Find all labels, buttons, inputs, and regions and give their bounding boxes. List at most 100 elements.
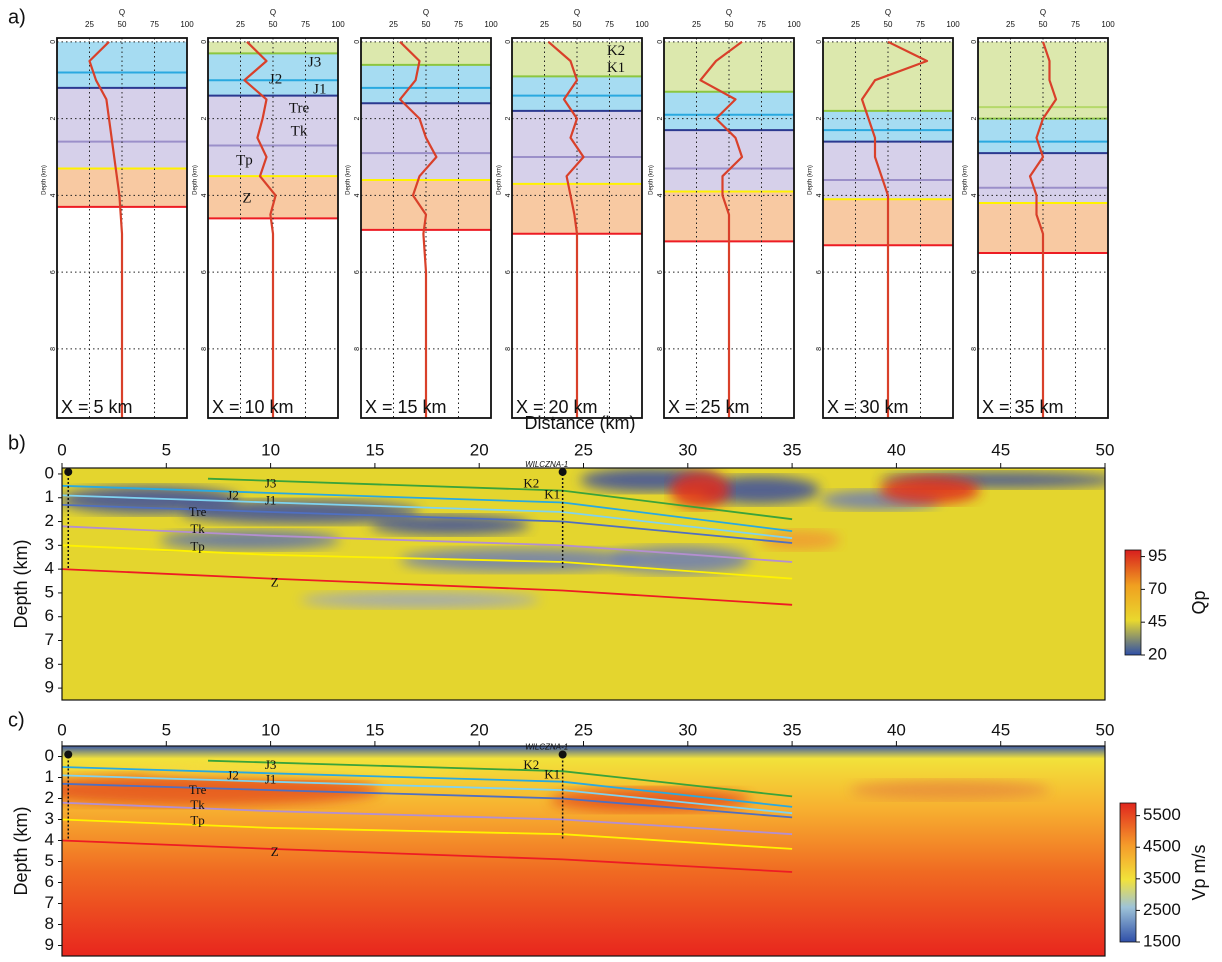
model-anomaly [760, 530, 840, 550]
x-tick-label: 75 [605, 20, 614, 29]
horizon-label: K2 [607, 43, 625, 59]
x-tick-label: 20 [470, 440, 489, 459]
y-tick-label: 1 [45, 487, 54, 506]
q-profile-line [243, 41, 277, 418]
y-tick-label: 0 [505, 40, 512, 44]
model-image [62, 746, 1105, 956]
y-tick-label: 4 [45, 830, 54, 849]
y-tick-label: 4 [816, 193, 823, 197]
x-axis-label: Q [885, 8, 891, 17]
x-tick-label: 25 [574, 440, 593, 459]
profile-panel: 25 50 75 100 0 2 4 6 8 Q Depth (km) X = 5 km [42, 8, 194, 419]
well-head [558, 467, 567, 476]
x-tick-label: 75 [301, 20, 310, 29]
model-anomaly [850, 780, 1050, 800]
x-tick-label: 5 [162, 720, 171, 739]
y-tick-label: 7 [45, 893, 54, 912]
x-tick-label: 75 [150, 20, 159, 29]
profile-panel: 25 50 75 100 0 2 4 6 8 Q Depth (km) X = 25 km [649, 8, 801, 419]
y-tick-label: 6 [657, 270, 664, 274]
y-tick-label: 0 [971, 40, 978, 44]
colorbar-tick-label: 70 [1148, 579, 1167, 598]
x-tick-label: 15 [365, 720, 384, 739]
model-image [62, 468, 1105, 700]
y-tick-label: 0 [657, 40, 664, 44]
horizon-label: K2 [523, 476, 539, 491]
horizon-label: K1 [607, 60, 625, 76]
horizon-label: J2 [227, 767, 239, 782]
y-tick-label: 3 [45, 809, 54, 828]
horizon-label: Tre [289, 100, 310, 116]
horizon-line [62, 568, 793, 606]
profile-title: X = 20 km [516, 397, 598, 417]
horizon-label: Tp [236, 152, 253, 168]
y-tick-label: 2 [971, 117, 978, 121]
horizon-label: Tk [291, 123, 308, 139]
y-tick-label: 2 [816, 117, 823, 121]
y-tick-label: 2 [354, 117, 361, 121]
horizon-label: Z [271, 844, 279, 859]
axes-frame [977, 37, 1109, 419]
horizon-label: J1 [265, 492, 277, 507]
x-tick-label: 50 [1039, 20, 1048, 29]
y-tick-label: 0 [50, 40, 57, 44]
x-axis-label: Distance (km) [524, 413, 635, 433]
q-profile-line [398, 41, 438, 418]
colorbar-tick-label: 20 [1148, 644, 1167, 663]
y-tick-label: 6 [50, 270, 57, 274]
layer-band [823, 141, 953, 200]
x-tick-label: 25 [851, 20, 860, 29]
model-anomaly [700, 476, 820, 504]
x-tick-label: 5 [162, 440, 171, 459]
profile-panel: 25 50 75 100 0 2 4 6 8 Q Depth (km) X = 35 km [963, 8, 1115, 419]
y-tick-label: 5 [45, 851, 54, 870]
x-axis-label: Q [726, 8, 732, 17]
y-tick-label: 6 [971, 270, 978, 274]
horizon-label: K2 [523, 757, 539, 772]
colorbar-tick-label: 95 [1148, 546, 1167, 565]
panel-label: b) [8, 432, 26, 454]
y-axis-label: Depth (km) [497, 165, 503, 195]
x-tick-label: 25 [540, 20, 549, 29]
x-axis-label: Q [1040, 8, 1046, 17]
x-tick-label: 30 [678, 720, 697, 739]
q-profile-line [88, 41, 124, 418]
y-tick-label: 8 [354, 347, 361, 351]
horizon-line [62, 774, 793, 815]
y-axis-label: Depth (km) [808, 165, 814, 195]
y-tick-label: 8 [50, 347, 57, 351]
colorbar [1119, 802, 1137, 943]
profile-title: X = 5 km [61, 397, 133, 417]
horizon-line [62, 782, 793, 819]
layer-band [57, 41, 187, 88]
y-axis-label: Depth (km) [346, 165, 352, 195]
q-profile-line [1028, 41, 1058, 418]
y-tick-label: 2 [201, 117, 208, 121]
y-tick-label: 8 [657, 347, 664, 351]
profile-title: X = 25 km [668, 397, 750, 417]
x-tick-label: 100 [787, 20, 801, 29]
profile-title: X = 10 km [212, 397, 294, 417]
y-axis-label: Depth (km) [649, 165, 655, 195]
model-anomaly [880, 476, 980, 504]
profile-title: X = 35 km [982, 397, 1064, 417]
x-tick-label: 50 [118, 20, 127, 29]
x-tick-label: 10 [261, 720, 280, 739]
x-tick-label: 40 [887, 720, 906, 739]
horizon-label: Tp [190, 813, 204, 828]
y-tick-label: 8 [45, 914, 54, 933]
y-tick-label: 4 [971, 193, 978, 197]
y-tick-label: 2 [505, 117, 512, 121]
colorbar [1124, 549, 1142, 656]
x-tick-label: 0 [57, 440, 66, 459]
x-tick-label: 25 [389, 20, 398, 29]
x-tick-label: 25 [236, 20, 245, 29]
model-anomaly [670, 472, 730, 508]
x-tick-label: 35 [783, 720, 802, 739]
horizon-line [62, 766, 793, 808]
panel-label: c) [8, 709, 25, 731]
y-tick-label: 9 [45, 935, 54, 954]
y-tick-label: 8 [505, 347, 512, 351]
y-tick-label: 2 [45, 511, 54, 530]
